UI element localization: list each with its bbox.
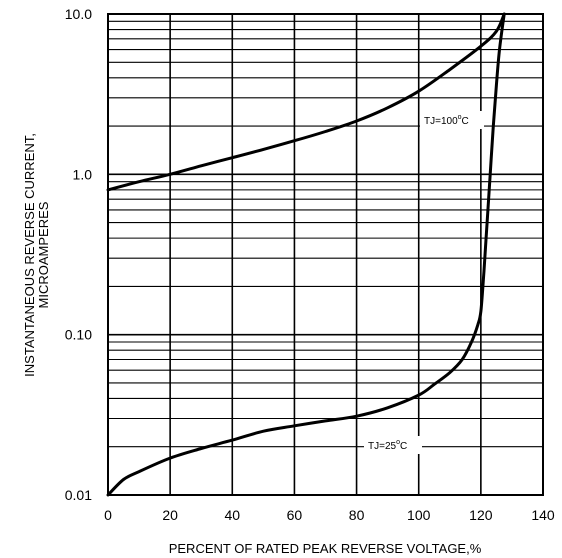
series-label-unit: C [462,116,469,127]
x-tick-label: 80 [349,507,365,523]
x-tick-label: 0 [104,507,112,523]
series-label-unit: C [400,441,407,452]
series-line-1 [106,12,506,497]
series-label-base: TJ=25 [368,441,397,452]
y-axis-title: INSTANTANEOUS REVERSE CURRENT, MICROAMPE… [22,133,51,377]
x-tick-label: 40 [224,507,240,523]
tick-labels: 0 20 40 60 80 100 120 140 0.01 0.10 1.0 10.0 [65,6,555,523]
y-tick-label: 0.01 [65,487,92,503]
curves [106,12,506,497]
series-label-degree: o [396,439,400,446]
x-tick-label: 120 [469,507,493,523]
x-tick-label: 20 [162,507,178,523]
y-axis-title-line-2: MICROAMPERES [36,201,51,308]
y-tick-label: 10.0 [65,6,92,22]
series-label-background [364,436,422,454]
x-axis-title: PERCENT OF RATED PEAK REVERSE VOLTAGE,% [169,541,482,556]
series-line-0 [106,12,506,192]
series-label: TJ=25oC [368,439,407,452]
plot-frame [107,13,544,496]
x-tick-label: 60 [287,507,303,523]
series-label-background [420,111,484,129]
y-tick-label: 0.10 [65,327,92,343]
series-label-base: TJ=100 [424,116,458,127]
y-tick-label: 1.0 [73,166,93,182]
series-label-degree: o [458,114,462,121]
x-tick-label: 140 [531,507,555,523]
y-axis-title-line-1: INSTANTANEOUS REVERSE CURRENT, [22,133,37,377]
x-tick-label: 100 [407,507,431,523]
series-label: TJ=100oC [424,114,469,127]
